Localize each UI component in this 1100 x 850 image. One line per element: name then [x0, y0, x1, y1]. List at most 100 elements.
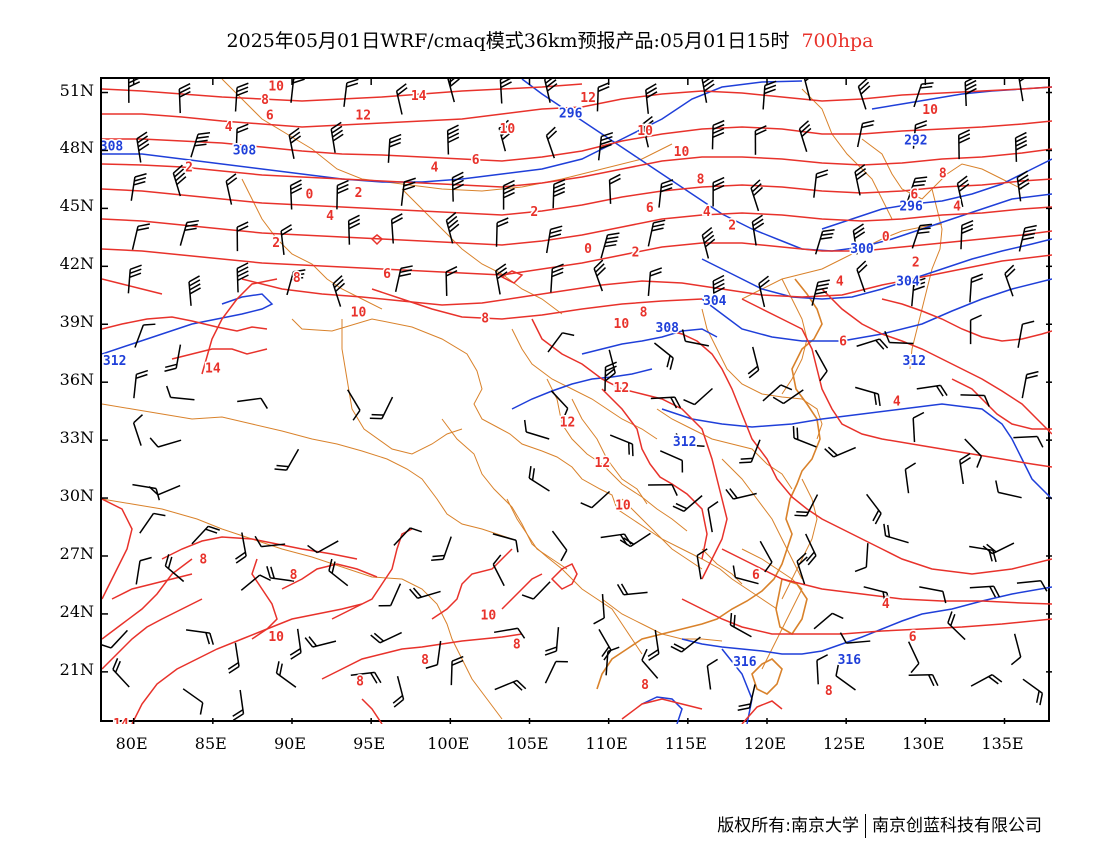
wind-barb [544, 627, 560, 656]
wind-barb [182, 688, 204, 715]
wind-barb [328, 558, 349, 587]
temperature-contour-label: 6 [909, 630, 917, 645]
wind-barb [133, 369, 149, 399]
wind-barb [908, 674, 939, 687]
coastline [596, 278, 823, 695]
temperature-contour-label: 0 [584, 242, 592, 257]
temperature-contour-label: 10 [481, 609, 497, 624]
wind-barb [446, 124, 460, 155]
wind-barb [609, 434, 634, 457]
wind-barb [1021, 370, 1039, 399]
wind-barb [916, 384, 948, 397]
lon-tick-label: 125E [823, 734, 866, 753]
wind-barb [995, 480, 1022, 499]
wind-barb [127, 264, 142, 294]
wind-barb [751, 214, 765, 246]
temperature-contour-label: 6 [910, 188, 918, 203]
wind-barb [960, 394, 990, 407]
wind-barb [148, 484, 181, 496]
province-boundaries [102, 79, 1023, 720]
wind-barb [431, 536, 452, 562]
temperature-contour-label: 10 [268, 630, 284, 645]
wind-barb [550, 263, 564, 293]
temperature-contour-label: 4 [703, 205, 711, 220]
temperature-contour-label: 8 [293, 271, 301, 286]
wind-barb [494, 679, 527, 691]
wind-barb [450, 655, 464, 686]
temperature-contour-label: 8 [513, 638, 521, 653]
lat-tick-label: 21N [59, 659, 94, 679]
wind-barb [131, 223, 150, 250]
wind-barb [393, 527, 422, 546]
copyright-right: 南京创蓝科技有限公司 [872, 816, 1042, 836]
wind-barb [550, 390, 569, 420]
wind-barb [884, 330, 914, 345]
wind-barb [172, 164, 187, 197]
wind-barb [499, 79, 512, 104]
height-contour-label: 304 [896, 275, 920, 290]
height-contour-label: 296 [899, 199, 923, 214]
wind-barb [237, 397, 269, 409]
wind-barb [658, 179, 674, 208]
lon-tick-label: 115E [664, 734, 707, 753]
height-contour-label: 312 [903, 354, 926, 369]
wind-barb [856, 120, 875, 148]
wind-barb [425, 640, 442, 669]
map-frame: 10 8 6 12 14 12 10 10 10 10 4 2 4 6 8 8 6 4 0 2 4 2 6 4 2 0 2 0 2 2 8 6… [100, 77, 1052, 724]
height-contour-label: 308 [102, 139, 123, 154]
wind-barb [369, 396, 394, 420]
temperature-contour-label: 10 [614, 317, 630, 332]
wind-barb [593, 594, 605, 625]
temperature-contour-label: 2 [530, 205, 538, 220]
wind-barb [911, 277, 926, 307]
wind-barb [545, 225, 563, 254]
wind-barb [596, 82, 610, 112]
wind-barb [758, 275, 770, 308]
wind-barb [706, 658, 719, 690]
lon-tick-label: 135E [981, 734, 1024, 753]
wind-barb [616, 583, 648, 596]
wind-barb [523, 419, 550, 440]
wind-barb [149, 437, 182, 448]
wind-barb [863, 586, 890, 605]
temperature-contour-label: 8 [825, 684, 833, 699]
wind-barb [701, 227, 716, 259]
wind-barb [179, 219, 199, 246]
wind-barb [235, 532, 247, 564]
wind-barb [394, 265, 413, 293]
wind-barb [289, 179, 303, 210]
wind-barb [645, 83, 658, 114]
wind-barb [604, 361, 617, 391]
wind-barb [648, 483, 678, 496]
lon-tick-label: 85E [194, 734, 227, 753]
wind-barb [521, 581, 551, 600]
lat-tick-label: 45N [59, 196, 94, 216]
wind-barb [675, 433, 705, 448]
wind-barb [304, 636, 337, 648]
wind-barb [445, 212, 460, 244]
wind-barb [1004, 264, 1016, 297]
lat-tick-label: 30N [59, 486, 94, 506]
temperature-contour-label: 10 [268, 80, 284, 95]
lat-tick-label: 42N [59, 254, 94, 274]
wind-barb [164, 554, 185, 583]
wind-barb [378, 583, 402, 607]
wind-barb [280, 224, 293, 255]
wind-barb [502, 179, 515, 210]
height-contour-label: 312 [673, 435, 696, 450]
wind-barb [608, 173, 621, 204]
wind-barb [912, 120, 928, 149]
wind-barb [495, 217, 509, 247]
wind-barb [598, 629, 612, 661]
wind-barb [387, 133, 402, 163]
wind-barb [495, 263, 508, 295]
temperature-contour-label: 10 [637, 124, 653, 139]
lat-tick-label: 48N [59, 138, 94, 158]
wind-barb [409, 587, 441, 599]
lon-tick-label: 105E [506, 734, 549, 753]
wind-barb [647, 267, 663, 296]
temperature-contour-label: 4 [225, 120, 233, 135]
wind-barb [762, 384, 793, 402]
wind-barb [274, 448, 300, 471]
wind-barb [307, 540, 339, 554]
